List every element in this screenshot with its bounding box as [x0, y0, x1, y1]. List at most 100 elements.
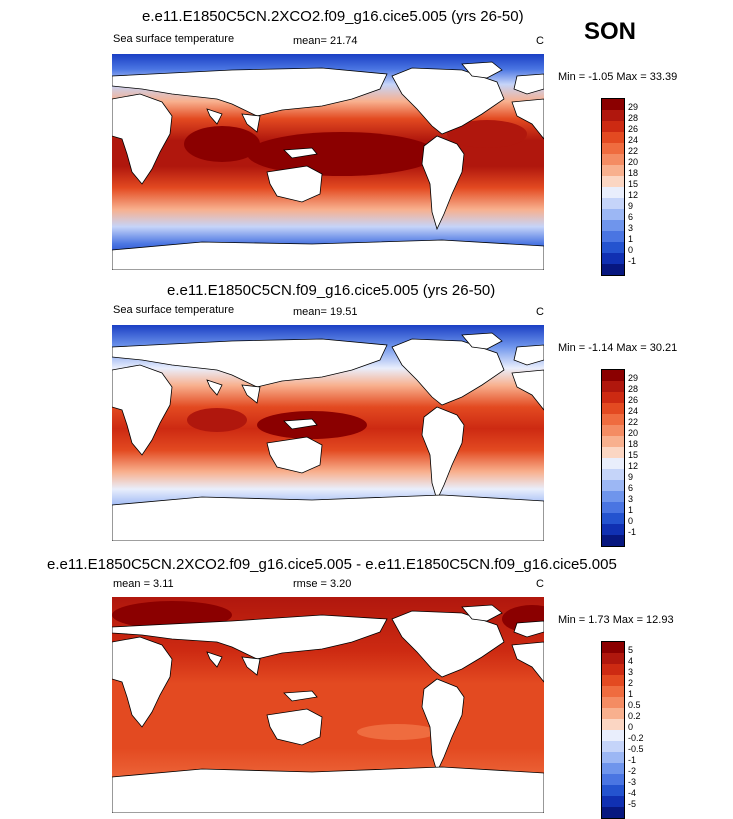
- panel1-tick: 3: [628, 223, 634, 233]
- panel1-colorbar-ticks: 29 28 26 24 22 20 18 15 12 9 6 3 1 0 -1: [628, 98, 668, 274]
- panel2-tick: 0: [628, 516, 634, 526]
- panel1-cbar-swatch: [602, 165, 624, 176]
- panel3-cbar-swatch: [602, 708, 624, 719]
- panel2-tick: -1: [628, 527, 637, 537]
- panel2-map: [112, 325, 544, 541]
- panel2-variable: Sea surface temperature: [113, 304, 235, 316]
- panel2-tick: 20: [628, 428, 639, 438]
- panel3-tick: -0.5: [628, 744, 644, 754]
- panel2-tick: 29: [628, 373, 639, 383]
- panel2-tick: 22: [628, 417, 639, 427]
- season-label: SON: [584, 18, 637, 45]
- panel2-cbar-swatch: [602, 469, 624, 480]
- panel1-cbar-swatch: [602, 187, 624, 198]
- panel2-cbar-swatch: [602, 403, 624, 414]
- panel1-tick: 22: [628, 146, 639, 156]
- panel3-tick: 0.5: [628, 700, 641, 710]
- panel3-mean: mean = 3.11: [113, 578, 174, 590]
- panel2-cbar-swatch: [602, 513, 624, 524]
- panel3-tick: -0.2: [628, 733, 644, 743]
- panel1-continents: [112, 61, 544, 270]
- panel2-continents: [112, 332, 544, 541]
- panel3-tick: 3: [628, 667, 634, 677]
- panel3-tick: 0.2: [628, 711, 641, 721]
- panel3-colorbar: [601, 641, 625, 819]
- panel1-indian-warm: [184, 126, 260, 162]
- panel3-cbar-swatch: [602, 675, 624, 686]
- panel1-cbar-swatch: [602, 198, 624, 209]
- panel2-cbar-swatch: [602, 447, 624, 458]
- panel1-tick: 12: [628, 190, 639, 200]
- panel2-colorbar: [601, 369, 625, 547]
- panel3-cbar-swatch: [602, 752, 624, 763]
- panel3-cbar-swatch: [602, 653, 624, 664]
- panel2-colorbar-ticks: 29 28 26 24 22 20 18 15 12 9 6 3 1 0 -1: [628, 369, 668, 545]
- panel2-cbar-swatch: [602, 524, 624, 535]
- panel3-continents: [112, 604, 544, 813]
- panel1-units: C: [536, 35, 544, 47]
- panel3-tick: -4: [628, 788, 637, 798]
- panel1-tick: 24: [628, 135, 639, 145]
- panel1-cbar-swatch: [602, 143, 624, 154]
- panel1-cbar-swatch: [602, 110, 624, 121]
- panel2-cbar-swatch: [602, 491, 624, 502]
- panel2-title: e.e11.E1850C5CN.f09_g16.cice5.005 (yrs 2…: [167, 282, 496, 299]
- panel2-mean: mean= 19.51: [293, 306, 358, 318]
- panel2-tick: 9: [628, 472, 634, 482]
- panel3-tick: -5: [628, 799, 637, 809]
- panel1-tick: 28: [628, 113, 639, 123]
- panel1-title: e.e11.E1850C5CN.2XCO2.f09_g16.cice5.005 …: [142, 8, 524, 25]
- panel3-tick: 1: [628, 689, 634, 699]
- panel3-cbar-swatch: [602, 796, 624, 807]
- panel2-tick: 18: [628, 439, 639, 449]
- panel3-tick: 2: [628, 678, 634, 688]
- panel1-tick: 29: [628, 102, 639, 112]
- panel3-minmax: Min = 1.73 Max = 12.93: [558, 614, 674, 626]
- panel1-tick: 20: [628, 157, 639, 167]
- panel1-cbar-swatch: [602, 220, 624, 231]
- panel3-units: C: [536, 578, 544, 590]
- panel3-arctic-warming: [112, 601, 232, 629]
- panel1-tick: 18: [628, 168, 639, 178]
- panel3-cbar-swatch: [602, 664, 624, 675]
- panel1-cbar-swatch: [602, 154, 624, 165]
- panel3-cbar-swatch: [602, 719, 624, 730]
- panel1-tick: 0: [628, 245, 634, 255]
- panel3-tick: -2: [628, 766, 637, 776]
- panel2-cbar-swatch: [602, 502, 624, 513]
- panel2-tick: 15: [628, 450, 639, 460]
- panel1-tick: 15: [628, 179, 639, 189]
- panel2-cbar-swatch: [602, 392, 624, 403]
- panel1-minmax: Min = -1.05 Max = 33.39: [558, 71, 678, 83]
- panel3-cbar-swatch: [602, 807, 624, 818]
- panel1-tick: 26: [628, 124, 639, 134]
- panel2-cbar-swatch: [602, 381, 624, 392]
- panel1-cbar-swatch: [602, 121, 624, 132]
- panel3-cbar-swatch: [602, 774, 624, 785]
- panel2-cbar-swatch: [602, 480, 624, 491]
- panel3-colorbar-ticks: 5 4 3 2 1 0.5 0.2 0 -0.2 -0.5 -1 -2 -3 -…: [628, 641, 668, 817]
- panel2-tick: 6: [628, 483, 634, 493]
- panel2-cbar-swatch: [602, 370, 624, 381]
- panel1-cbar-swatch: [602, 231, 624, 242]
- panel1-cbar-swatch: [602, 209, 624, 220]
- panel3-cbar-swatch: [602, 697, 624, 708]
- panel1-mean: mean= 21.74: [293, 35, 358, 47]
- panel1-cbar-swatch: [602, 253, 624, 264]
- panel2-tick: 3: [628, 494, 634, 504]
- panel3-map: [112, 597, 544, 813]
- panel1-cbar-swatch: [602, 242, 624, 253]
- panel2-tick: 28: [628, 384, 639, 394]
- panel1-cbar-swatch: [602, 132, 624, 143]
- panel2-minmax: Min = -1.14 Max = 30.21: [558, 342, 678, 354]
- panel3-title: e.e11.E1850C5CN.2XCO2.f09_g16.cice5.005 …: [47, 556, 617, 573]
- panel2-tick: 12: [628, 461, 639, 471]
- panel3-cbar-swatch: [602, 730, 624, 741]
- panel2-tick: 24: [628, 406, 639, 416]
- panel1-cbar-swatch: [602, 176, 624, 187]
- panel2-cbar-swatch: [602, 414, 624, 425]
- panel3-tick: 0: [628, 722, 634, 732]
- panel3-rmse: rmse = 3.20: [293, 578, 352, 590]
- panel1-cbar-swatch: [602, 99, 624, 110]
- panel1-tick: 1: [628, 234, 634, 244]
